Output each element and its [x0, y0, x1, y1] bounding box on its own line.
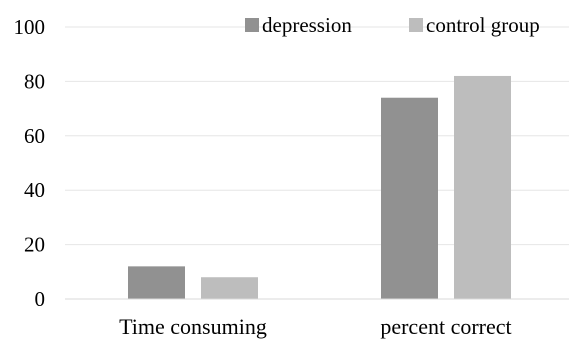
bars [128, 75, 511, 300]
bar-depression-1 [381, 97, 438, 299]
y-tick-label: 100 [14, 15, 46, 39]
x-category-label: percent correct [380, 314, 511, 339]
legend-swatch [409, 18, 423, 32]
legend-swatch [245, 18, 259, 32]
legend-label: depression [262, 13, 352, 37]
y-tick-label: 0 [35, 287, 46, 311]
bar-control-group-0 [201, 277, 258, 299]
x-category-label: Time consuming [119, 314, 267, 339]
bar-control-group-1 [454, 75, 511, 300]
legend-label: control group [426, 13, 540, 37]
y-tick-label: 80 [24, 69, 45, 93]
y-tick-label: 20 [24, 233, 45, 257]
legend: depression control group [245, 13, 540, 37]
bar-depression-0 [128, 266, 185, 299]
y-tick-label: 40 [24, 178, 45, 202]
x-axis-category-labels: Time consuming percent correct [119, 314, 512, 339]
y-axis-tick-labels: 0 20 40 60 80 100 [14, 15, 46, 311]
y-tick-label: 60 [24, 124, 45, 148]
